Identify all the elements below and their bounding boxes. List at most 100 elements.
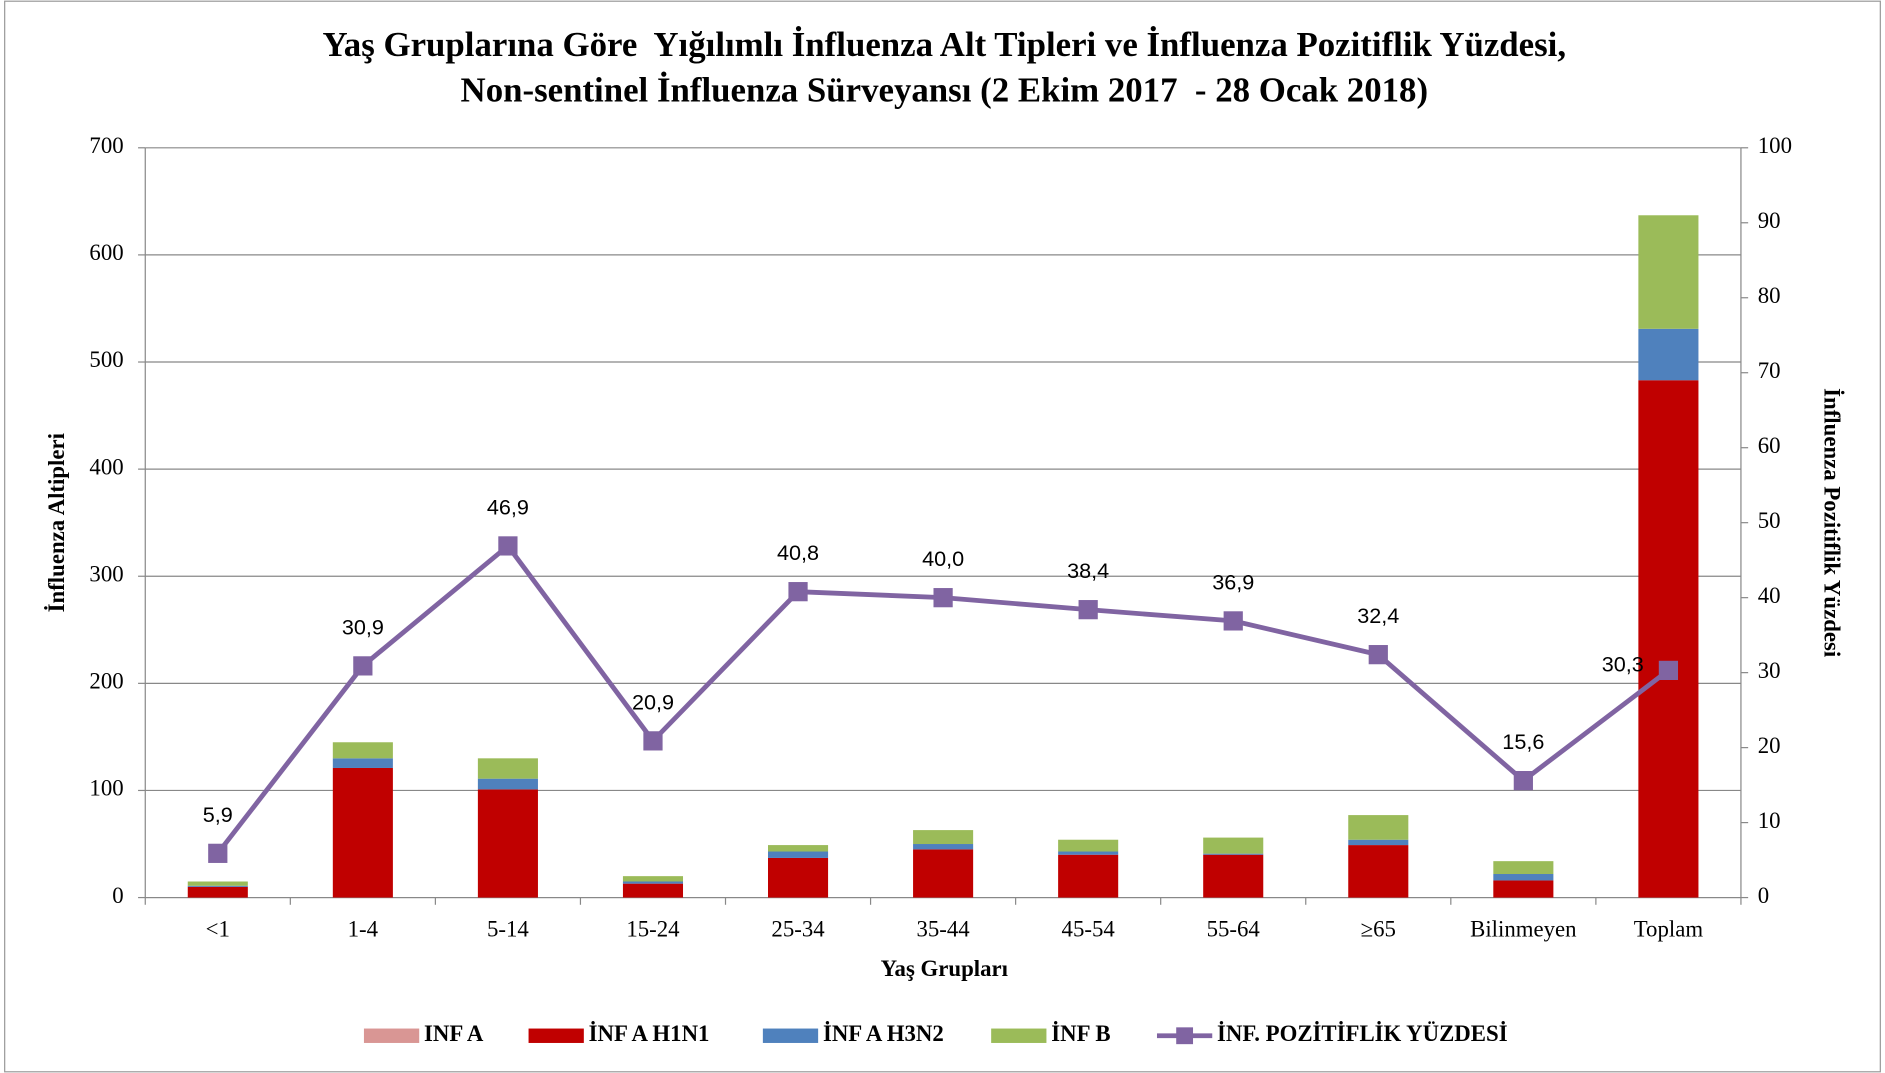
bar-segment [1058, 839, 1119, 852]
legend-label: İNF. POZİTİFLİK YÜZDESİ [1217, 1021, 1508, 1046]
bar-segment [913, 830, 974, 845]
y2-tick-label: 0 [1758, 883, 1769, 908]
line-marker [643, 731, 663, 751]
x-tick-label: Bilinmeyen [1470, 916, 1577, 941]
line-marker [1223, 611, 1243, 631]
y-tick-label: 0 [112, 883, 123, 908]
legend-swatch [363, 1028, 420, 1043]
bar-segment [1058, 851, 1119, 855]
y-tick-label: 100 [89, 776, 123, 801]
y-tick-label: 400 [89, 454, 123, 479]
line-marker [1368, 645, 1388, 665]
x-tick-label: 15-24 [626, 916, 680, 941]
bar-segment [332, 758, 393, 768]
legend-swatch [528, 1028, 584, 1043]
y-tick-label: 700 [89, 133, 123, 158]
x-axis-label: Yaş Grupları [881, 956, 1008, 981]
y2-tick-label: 60 [1758, 433, 1781, 458]
line-marker [498, 536, 518, 556]
y-axis-label: İnfluenza Altipleri [44, 433, 69, 612]
chart-title: Yaş Gruplarına Göre Yığılımlı İnfluenza … [323, 25, 1567, 64]
y2-tick-label: 70 [1758, 358, 1781, 383]
data-label: 38,4 [1067, 558, 1109, 583]
data-label: 40,0 [922, 546, 964, 571]
bar-segment [332, 767, 393, 898]
legend-label: İNF A H3N2 [823, 1021, 944, 1046]
bar-segment [1348, 815, 1409, 840]
bar-segment [332, 742, 393, 759]
bar-segment [1638, 215, 1699, 329]
legend-swatch [762, 1028, 819, 1043]
chart-frame [4, 0, 1881, 1073]
x-tick-label: 25-34 [771, 916, 825, 941]
x-tick-label: Toplam [1634, 916, 1704, 941]
line-marker [788, 582, 808, 602]
legend-label: İNF B [1051, 1021, 1110, 1046]
bar-segment [477, 758, 538, 779]
data-label: 5,9 [203, 802, 233, 827]
legend-label: INF A [424, 1021, 484, 1046]
bar-segment [913, 849, 974, 898]
bar-segment [1348, 845, 1409, 898]
data-label: 30,9 [342, 614, 384, 639]
line-marker [1658, 660, 1679, 681]
bar-segment [913, 844, 974, 850]
y-tick-label: 500 [89, 347, 123, 372]
bar-segment [1493, 861, 1554, 875]
bar-segment [622, 881, 684, 884]
bar-segment [1203, 853, 1264, 855]
x-tick-label: 1-4 [348, 916, 379, 941]
bar-segment [622, 883, 684, 898]
legend-marker [1176, 1027, 1194, 1045]
x-tick-label: 35-44 [916, 916, 970, 941]
bar-segment [1348, 839, 1409, 846]
bar-segment [622, 876, 684, 882]
x-tick-label: 5-14 [487, 916, 529, 941]
y-tick-label: 200 [89, 669, 123, 694]
legend-swatch [991, 1028, 1047, 1043]
bar-segment [1203, 854, 1264, 898]
bar-segment [1493, 880, 1554, 898]
data-label: 20,9 [632, 689, 674, 714]
bar-segment [767, 857, 829, 898]
x-tick-label: 55-64 [1207, 916, 1261, 941]
y-tick-label: 600 [89, 240, 123, 265]
y-tick-label: 300 [89, 561, 123, 586]
bar-segment [1493, 874, 1554, 881]
data-label: 46,9 [487, 494, 529, 519]
bar-segment [477, 778, 538, 790]
bar-segment [767, 851, 829, 858]
x-tick-label: 45-54 [1062, 916, 1116, 941]
bar-segment [187, 885, 248, 887]
y2-tick-label: 80 [1758, 283, 1781, 308]
bar-segment [187, 886, 248, 898]
data-label: 36,9 [1212, 569, 1254, 594]
bar-segment [1638, 380, 1699, 898]
data-label: 30,3 [1602, 651, 1644, 676]
data-label: 15,6 [1502, 729, 1544, 754]
x-tick-label: <1 [206, 916, 230, 941]
bar-segment [477, 789, 538, 898]
y2-tick-label: 50 [1758, 508, 1781, 533]
bar-segment [1203, 837, 1264, 854]
line-marker [933, 588, 953, 608]
y2-tick-label: 40 [1758, 583, 1781, 608]
y2-tick-label: 10 [1758, 808, 1781, 833]
y2-tick-label: 20 [1758, 733, 1781, 758]
y2-tick-label: 30 [1758, 658, 1781, 683]
bar-segment [1638, 328, 1699, 381]
y2-axis-label: İnfluenza Pozitiflik Yüzdesi [1820, 388, 1845, 657]
line-marker [1513, 770, 1533, 791]
line-marker [353, 656, 373, 676]
line-marker [1078, 600, 1098, 620]
bar-segment [1058, 854, 1119, 898]
x-tick-label: ≥65 [1361, 916, 1396, 941]
legend-label: İNF A H1N1 [589, 1021, 710, 1046]
chart-title: Non-sentinel İnfluenza Sürveyansı (2 Eki… [461, 71, 1429, 110]
line-marker [208, 843, 228, 863]
y2-tick-label: 90 [1758, 208, 1781, 233]
data-label: 40,8 [777, 540, 819, 565]
data-label: 32,4 [1357, 603, 1399, 628]
bar-segment [767, 845, 829, 852]
